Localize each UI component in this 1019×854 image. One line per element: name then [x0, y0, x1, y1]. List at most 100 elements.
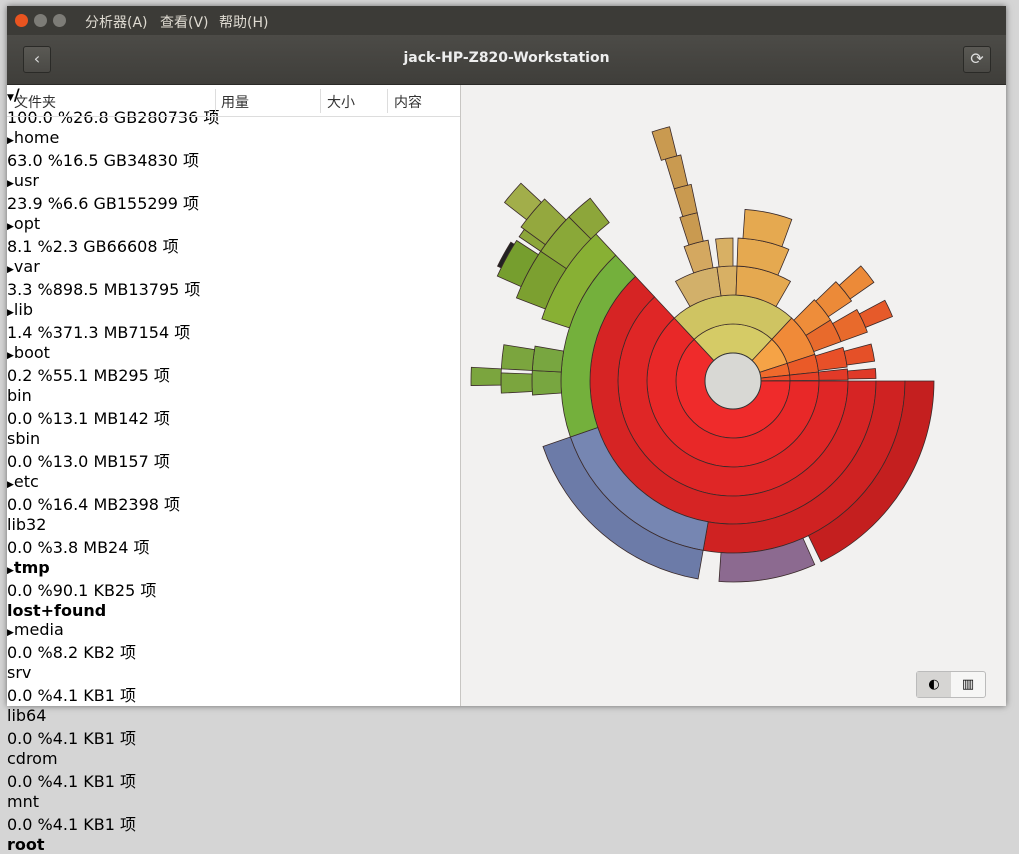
table-row[interactable]: lib32 0.0 %3.8 MB24 项	[7, 515, 460, 558]
size: 4.1 KB	[52, 729, 105, 748]
size: 4.1 KB	[52, 686, 105, 705]
table-row[interactable]: ▶opt 8.1 %2.3 GB66608 项	[7, 214, 460, 257]
close-button[interactable]	[15, 14, 28, 27]
usage: 0.0 %	[7, 409, 53, 428]
ring-segment[interactable]	[500, 344, 535, 371]
items: 1 项	[104, 772, 137, 791]
size: 371.3 MB	[52, 323, 129, 342]
expander: ▶	[7, 222, 14, 232]
table-row[interactable]: ▼/ 100.0 %26.8 GB280736 项	[7, 85, 460, 128]
ring-segment[interactable]	[715, 237, 734, 268]
ring-segment[interactable]	[500, 372, 533, 394]
ring-segment[interactable]	[807, 380, 935, 563]
window-title: jack-HP-Z820-Workstation	[403, 50, 610, 66]
items: 24 项	[108, 538, 150, 557]
ring-segment[interactable]	[651, 126, 678, 161]
expander: ▶	[7, 566, 14, 576]
maximize-button[interactable]	[53, 14, 66, 27]
ring-segment[interactable]	[568, 197, 610, 240]
size: 90.1 KB	[52, 581, 115, 600]
column-title[interactable]: 大小	[327, 95, 355, 111]
table-row[interactable]: cdrom 0.0 %4.1 KB1 项	[7, 749, 460, 792]
header-bar: ‹ jack-HP-Z820-Workstation ⟳	[7, 35, 1006, 85]
ring-segment[interactable]	[542, 436, 704, 580]
ring-segment[interactable]	[818, 368, 849, 381]
ring-segment[interactable]	[664, 154, 689, 190]
root-circle[interactable]	[704, 352, 762, 410]
usage: 0.0 %	[7, 495, 53, 514]
items: 1 项	[104, 815, 137, 834]
usage: 0.0 %	[7, 729, 53, 748]
menu-item[interactable]: 分析器(A)	[85, 15, 148, 31]
folder-name: srv	[7, 663, 32, 682]
items: 1 项	[104, 686, 137, 705]
expander: ▶	[7, 308, 14, 318]
ring-segment[interactable]	[531, 345, 565, 373]
ring-segment[interactable]	[531, 370, 562, 396]
usage: 8.1 %	[7, 237, 53, 256]
folder-name: media	[13, 620, 64, 639]
ring-segment[interactable]	[838, 265, 875, 300]
usage: 3.3 %	[7, 280, 53, 299]
ring-segment[interactable]	[858, 299, 893, 328]
table-row[interactable]: bin 0.0 %13.1 MB142 项	[7, 386, 460, 429]
table-row[interactable]: ▶media 0.0 %8.2 KB2 项	[7, 620, 460, 663]
items: 2398 项	[118, 495, 181, 514]
ring-segment[interactable]	[673, 183, 698, 218]
usage: 0.0 %	[7, 686, 53, 705]
table-row[interactable]: ▶usr 23.9 %6.6 GB155299 项	[7, 171, 460, 214]
table-row[interactable]: root	[7, 835, 460, 854]
folder-name: sbin	[7, 429, 41, 448]
ring-segment[interactable]	[742, 208, 793, 248]
usage: 0.0 %	[7, 815, 53, 834]
menu-item[interactable]: 查看(V)	[160, 15, 209, 31]
minimize-button[interactable]	[34, 14, 47, 27]
menu-item[interactable]: 帮助(H)	[219, 15, 269, 31]
table-row[interactable]: lib64 0.0 %4.1 KB1 项	[7, 706, 460, 749]
sunburst	[470, 126, 935, 583]
size: 6.6 GB	[62, 194, 117, 213]
items: 142 项	[118, 409, 170, 428]
table-row[interactable]: ▶var 3.3 %898.5 MB13795 项	[7, 257, 460, 300]
column-title[interactable]: 内容	[394, 95, 422, 111]
ring-segment[interactable]	[679, 212, 704, 246]
window: 分析器(A) 查看(V) 帮助(H) ‹ jack-HP-Z820-Workst…	[7, 6, 1006, 854]
table-row[interactable]: ▶tmp 0.0 %90.1 KB25 项	[7, 558, 460, 601]
ring-segment[interactable]	[814, 346, 848, 371]
table-row[interactable]: mnt 0.0 %4.1 KB1 项	[7, 792, 460, 835]
folder-name: opt	[13, 214, 41, 233]
folder-name: lib	[13, 300, 33, 319]
items: 155299 项	[116, 194, 199, 213]
ring-segment[interactable]	[843, 343, 876, 366]
table-row[interactable]: ▶etc 0.0 %16.4 MB2398 项	[7, 472, 460, 515]
rings-view-button[interactable]: ◐	[917, 672, 951, 697]
refresh-button[interactable]: ⟳	[963, 46, 991, 73]
column-title[interactable]: 文件夹	[14, 95, 56, 111]
size: 8.2 KB	[52, 643, 105, 662]
expander: ▶	[7, 351, 14, 361]
folder-list: 文件夹 用量 大小 内容 ▼/100.0 %26.8 GB280736 项 ▶ho…	[7, 85, 461, 854]
items: 1 项	[104, 729, 137, 748]
table-row[interactable]: ▶boot 0.2 %55.1 MB295 项	[7, 343, 460, 386]
size: 13.1 MB	[52, 409, 119, 428]
size: 3.8 MB	[52, 538, 109, 557]
folder-name: lib64	[7, 706, 47, 725]
table-row[interactable]: sbin 0.0 %13.0 MB157 项	[7, 429, 460, 472]
folder-name: var	[13, 257, 40, 276]
ring-segment[interactable]	[470, 366, 502, 386]
usage: 0.0 %	[7, 452, 53, 471]
table-row[interactable]: srv 0.0 %4.1 KB1 项	[7, 663, 460, 706]
back-button[interactable]: ‹	[23, 46, 51, 73]
usage: 0.2 %	[7, 366, 53, 385]
view-toggle: ◐ ▥	[916, 671, 986, 698]
table-row[interactable]: ▶lib 1.4 %371.3 MB7154 项	[7, 300, 460, 343]
table-row[interactable]: lost+found	[7, 601, 460, 620]
ring-segment[interactable]	[503, 182, 542, 221]
treemap-view-button[interactable]: ▥	[961, 677, 975, 692]
table-row[interactable]: ▶home 63.0 %16.5 GB34830 项	[7, 128, 460, 171]
column-title[interactable]: 用量	[221, 95, 249, 111]
items: 295 项	[118, 366, 170, 385]
ring-segment[interactable]	[847, 368, 877, 380]
ring-segment[interactable]	[718, 537, 816, 583]
ring-segment[interactable]	[496, 241, 515, 269]
